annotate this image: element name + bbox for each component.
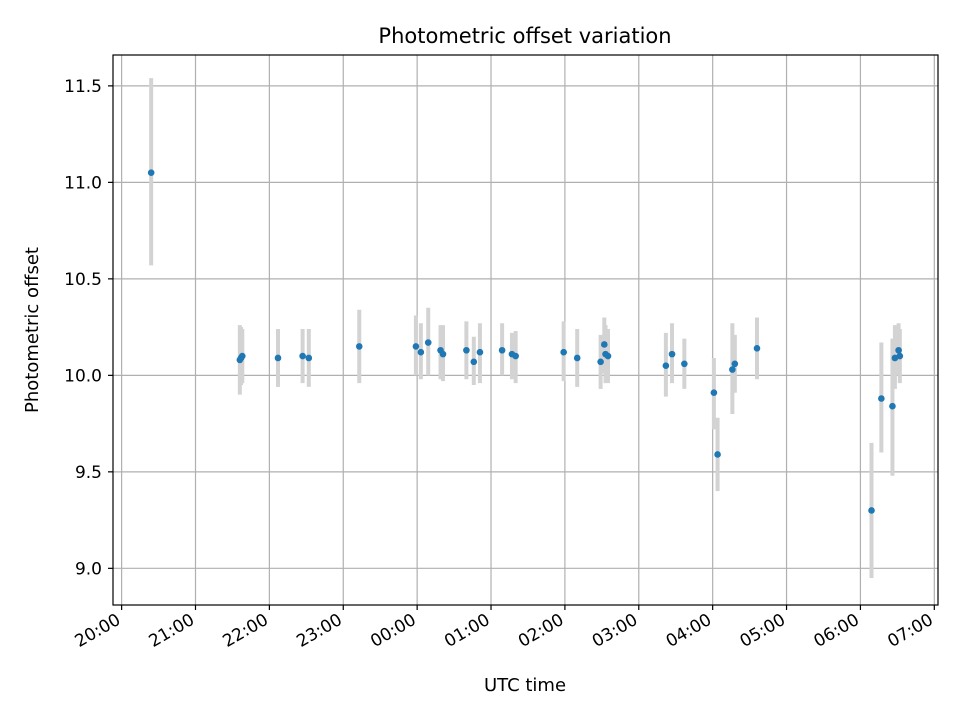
data-point <box>895 346 902 354</box>
data-point <box>412 343 420 350</box>
data-point <box>476 348 484 356</box>
y-tick-label: 10.0 <box>64 366 102 386</box>
data-point <box>238 352 246 360</box>
data-point <box>355 343 363 350</box>
data-point <box>729 366 736 373</box>
data-point <box>597 358 604 366</box>
data-point <box>604 352 612 360</box>
data-point <box>573 354 581 362</box>
data-point <box>662 362 670 370</box>
data-point <box>710 389 718 397</box>
data-point <box>878 395 885 402</box>
data-point <box>868 507 875 514</box>
data-point <box>299 352 306 360</box>
data-point <box>463 346 470 354</box>
data-point <box>668 350 676 358</box>
data-point <box>560 348 567 356</box>
y-tick-label: 9.0 <box>75 559 102 579</box>
plot-area-frame <box>112 54 939 606</box>
data-point <box>470 358 478 366</box>
y-tick-label: 11.5 <box>64 77 102 97</box>
data-point <box>601 341 608 348</box>
y-tick-label: 9.5 <box>75 463 102 483</box>
y-axis-label: Photometric offset <box>22 247 43 413</box>
data-point <box>512 352 519 360</box>
data-point <box>498 346 506 354</box>
data-point <box>305 354 313 362</box>
data-point <box>889 402 896 410</box>
data-point <box>147 169 155 177</box>
data-point <box>714 451 721 458</box>
data-point <box>417 348 425 356</box>
y-tick-label: 10.5 <box>64 270 102 290</box>
data-point <box>753 345 761 352</box>
data-point <box>424 339 432 346</box>
data-points <box>147 169 904 514</box>
y-tick-label: 11.0 <box>64 173 102 193</box>
data-point <box>274 354 282 362</box>
data-point <box>731 360 739 368</box>
chart-title: Photometric offset variation <box>378 24 671 48</box>
x-axis-label: UTC time <box>484 675 566 696</box>
data-point <box>896 352 904 360</box>
data-point <box>681 360 688 368</box>
data-point <box>439 350 447 358</box>
